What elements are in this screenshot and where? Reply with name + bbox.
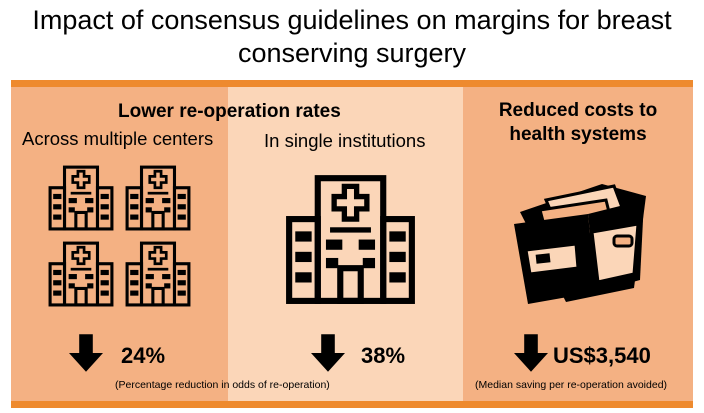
single-institution-label: In single institutions — [264, 130, 426, 151]
multi-center-panel — [11, 87, 228, 401]
page-title: Impact of consensus guidelines on margin… — [32, 5, 672, 68]
hospital-icon-3 — [47, 239, 115, 307]
down-arrow-icon — [311, 334, 345, 372]
costs-heading-line2: health systems — [509, 124, 647, 145]
down-arrow-icon — [69, 334, 103, 372]
down-arrow-icon — [514, 334, 548, 372]
single-institution-value: 38% — [361, 343, 406, 368]
bottom-band — [11, 401, 693, 408]
multi-center-label: Across multiple centers — [22, 128, 214, 149]
costs-heading-line1: Reduced costs to — [498, 100, 658, 121]
hospital-icon-4 — [124, 239, 192, 307]
hospital-icon-2 — [124, 163, 192, 231]
reoperation-heading: Lower re-operation rates — [118, 101, 341, 122]
hospital-icon-1 — [47, 163, 115, 231]
costs-value: US$3,540 — [553, 343, 651, 368]
reoperation-note: (Percentage reduction in odds of re-oper… — [115, 379, 330, 391]
multi-center-value: 24% — [121, 343, 166, 368]
wallet-icon — [514, 184, 646, 304]
hospital-building-icon — [283, 170, 418, 305]
single-institution-panel — [228, 87, 463, 401]
costs-note: (Median saving per re-operation avoided) — [475, 379, 668, 391]
top-band — [11, 80, 693, 87]
